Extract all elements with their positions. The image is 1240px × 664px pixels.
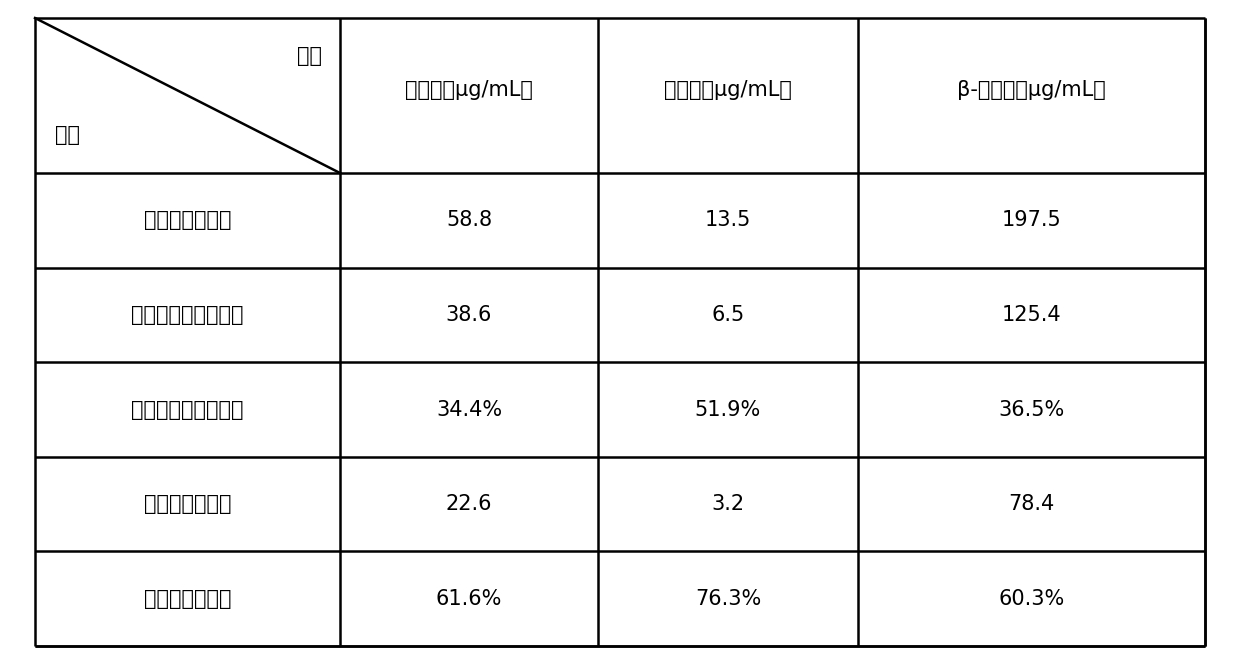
Text: 58.8: 58.8 xyxy=(446,210,492,230)
Text: 36.5%: 36.5% xyxy=(998,400,1065,420)
Text: 样品组降解效率: 样品组降解效率 xyxy=(144,589,231,609)
Text: 样品组最终浓度: 样品组最终浓度 xyxy=(144,494,231,514)
Text: 22.6: 22.6 xyxy=(445,494,492,514)
Text: 6.5: 6.5 xyxy=(712,305,745,325)
Text: 60.3%: 60.3% xyxy=(998,589,1065,609)
Text: β-谷甾醇（μg/mL）: β-谷甾醇（μg/mL） xyxy=(957,80,1106,100)
Text: 空白对照组最终浓度: 空白对照组最终浓度 xyxy=(131,305,244,325)
Text: 76.3%: 76.3% xyxy=(694,589,761,609)
Text: 3.2: 3.2 xyxy=(712,494,744,514)
Text: 项目: 项目 xyxy=(298,46,322,66)
Text: 78.4: 78.4 xyxy=(1008,494,1055,514)
Text: 61.6%: 61.6% xyxy=(435,589,502,609)
Text: 13.5: 13.5 xyxy=(704,210,751,230)
Text: 胆甾醇（μg/mL）: 胆甾醇（μg/mL） xyxy=(665,80,792,100)
Text: 197.5: 197.5 xyxy=(1002,210,1061,230)
Text: 浸提液初始浓度: 浸提液初始浓度 xyxy=(144,210,231,230)
Text: 38.6: 38.6 xyxy=(446,305,492,325)
Text: 空白对照组降解效率: 空白对照组降解效率 xyxy=(131,400,244,420)
Text: 51.9%: 51.9% xyxy=(694,400,761,420)
Text: 34.4%: 34.4% xyxy=(436,400,502,420)
Text: 125.4: 125.4 xyxy=(1002,305,1061,325)
Text: 浓度: 浓度 xyxy=(55,125,81,145)
Text: 豆甾醇（μg/mL）: 豆甾醇（μg/mL） xyxy=(405,80,533,100)
